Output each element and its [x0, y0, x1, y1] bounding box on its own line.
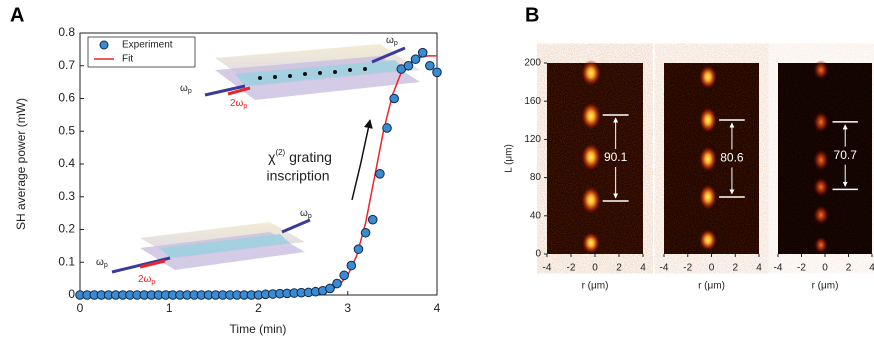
y-tick-label: 0.5 [58, 123, 75, 137]
x-tick-label: -2 [567, 263, 576, 274]
x-tick-label: -2 [683, 263, 692, 274]
x-axis-label: r (μm) [698, 281, 725, 292]
omega-label: ωp [180, 83, 192, 95]
x-axis-label: r (μm) [812, 281, 839, 292]
x-tick-label: -4 [774, 263, 783, 274]
legend-label: Experiment [122, 40, 173, 51]
x-tick-label: 1 [166, 301, 173, 315]
x-tick-label: -2 [797, 263, 806, 274]
y-tick-label: 0.1 [58, 254, 75, 268]
data-point [332, 278, 342, 289]
annotation: inscription [266, 168, 329, 184]
y-tick-label: 160 [524, 96, 541, 107]
x-tick-label: 4 [434, 301, 441, 315]
x-tick-label: 0 [592, 263, 598, 274]
data-point [389, 93, 399, 104]
x-tick-label: 0 [77, 301, 84, 315]
data-point [325, 283, 335, 294]
y-axis-label: L (μm) [504, 144, 515, 173]
data-point [425, 60, 435, 71]
y-tick-label: 80 [530, 172, 542, 183]
data-point [417, 47, 428, 58]
heatmap-image [664, 63, 759, 254]
x-tick-label: 4 [640, 263, 646, 274]
x-tick-label: 2 [255, 301, 262, 315]
x-tick-label: 2 [846, 263, 852, 274]
y-tick-label: 0.6 [58, 91, 75, 105]
x-tick-label: -4 [660, 263, 669, 274]
data-point [403, 60, 414, 71]
period-label: 90.1 [604, 150, 628, 164]
data-point [410, 54, 421, 65]
period-label: 70.7 [834, 148, 858, 162]
y-tick-label: 0.7 [58, 58, 75, 72]
x-axis-label: Time (min) [230, 322, 287, 336]
y-tick-label: 120 [524, 134, 541, 145]
annotation: χ(2) grating [268, 148, 332, 165]
data-point [432, 67, 442, 78]
x-tick-label: 2 [732, 263, 738, 274]
x-tick-label: 0 [822, 263, 828, 274]
x-tick-label: 2 [616, 263, 622, 274]
y-tick-label: 0 [535, 249, 541, 260]
data-point [339, 270, 349, 281]
waveguide-inset [111, 218, 311, 274]
data-point [353, 244, 364, 254]
second-harmonic-label: 2ωp [230, 98, 247, 110]
x-tick-label: 3 [344, 301, 351, 315]
data-point [382, 123, 392, 133]
legend-swatch [99, 40, 109, 50]
y-tick-label: 0 [68, 287, 75, 301]
panel-label: B [525, 4, 539, 26]
data-point [375, 169, 385, 179]
x-tick-label: 0 [709, 263, 715, 274]
omega-label: ωp [386, 35, 398, 47]
heatmap-image [547, 60, 643, 254]
data-point [360, 227, 371, 238]
x-tick-label: 4 [756, 263, 762, 274]
x-tick-label: -4 [543, 263, 552, 274]
y-tick-label: 0.2 [58, 222, 75, 236]
y-tick-label: 200 [524, 58, 541, 69]
omega-label: ωp [300, 208, 312, 220]
x-axis-label: r (μm) [582, 281, 609, 292]
waveguide-inset [204, 44, 420, 100]
panel-label: A [10, 4, 24, 26]
heatmap-image [778, 60, 872, 254]
omega-label: ωp [96, 257, 108, 269]
y-tick-label: 0.8 [58, 25, 75, 39]
legend-label: Fit [122, 54, 133, 65]
data-point [346, 260, 357, 271]
period-label: 80.6 [720, 151, 744, 165]
y-tick-label: 0.4 [58, 156, 75, 170]
second-harmonic-label: 2ωp [138, 274, 155, 286]
y-tick-label: 40 [530, 210, 542, 221]
data-point [367, 214, 378, 225]
x-tick-label: 4 [869, 263, 874, 274]
y-axis-label: SH average power (mW) [14, 98, 28, 230]
annotation-arrow [351, 119, 373, 201]
y-tick-label: 0.3 [58, 189, 75, 203]
